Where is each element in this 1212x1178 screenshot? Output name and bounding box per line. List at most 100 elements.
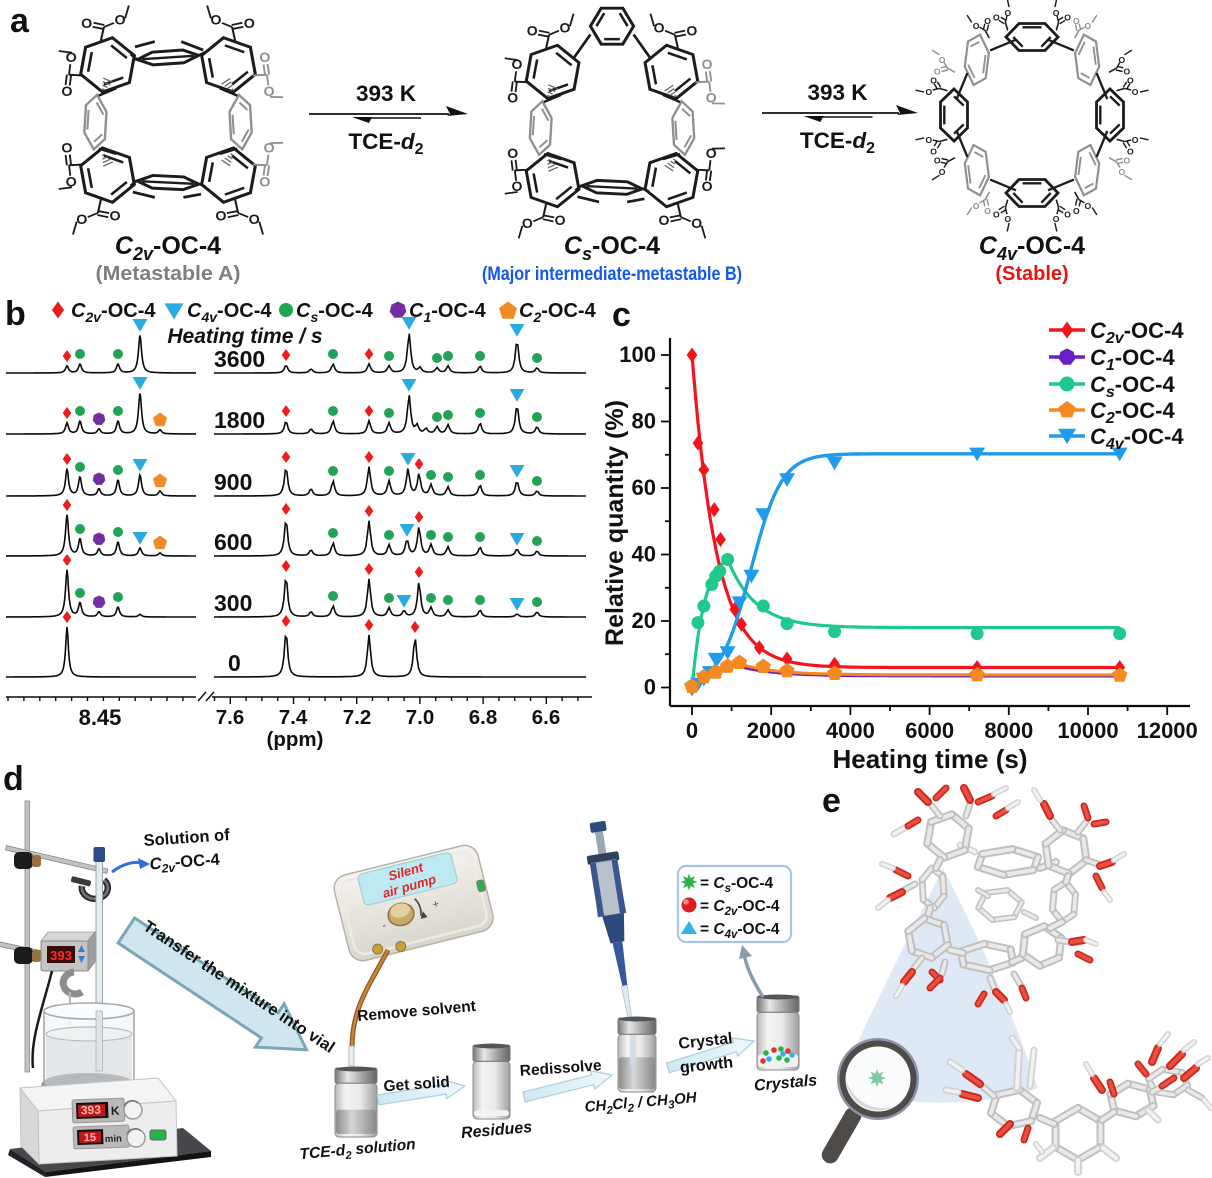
- svg-text:O: O: [706, 146, 717, 161]
- svg-text:O: O: [926, 135, 933, 145]
- svg-text:O: O: [507, 146, 518, 161]
- svg-text:O: O: [973, 201, 980, 211]
- svg-text:6.8: 6.8: [469, 706, 498, 729]
- svg-text:O: O: [654, 21, 665, 36]
- svg-text:O: O: [993, 209, 1000, 219]
- svg-text:6000: 6000: [905, 718, 954, 743]
- svg-text:O: O: [1127, 147, 1134, 157]
- svg-text:O: O: [61, 83, 72, 99]
- svg-text:O: O: [61, 140, 72, 156]
- svg-text:0: 0: [686, 718, 698, 743]
- svg-text:O: O: [926, 87, 933, 97]
- svg-text:C4v-OC-4: C4v-OC-4: [979, 232, 1085, 264]
- svg-text:O: O: [939, 167, 946, 177]
- svg-text:C2-OC-4: C2-OC-4: [519, 300, 597, 325]
- svg-text:O: O: [973, 21, 980, 31]
- svg-text:= Cs-OC-4: = Cs-OC-4: [700, 875, 774, 895]
- svg-text:Residues: Residues: [460, 1119, 532, 1142]
- svg-text:+: +: [431, 898, 440, 911]
- svg-text:6.6: 6.6: [532, 706, 561, 729]
- svg-text:O: O: [1132, 135, 1139, 145]
- svg-text:7.4: 7.4: [279, 706, 308, 729]
- svg-text:O: O: [1053, 214, 1060, 224]
- svg-text:C2v-OC-4: C2v-OC-4: [71, 300, 156, 325]
- svg-text:O: O: [1064, 209, 1071, 219]
- svg-text:7.6: 7.6: [216, 706, 245, 729]
- svg-text:900: 900: [214, 469, 252, 495]
- svg-text:Crystal: Crystal: [678, 1030, 734, 1053]
- svg-text:O: O: [249, 211, 260, 227]
- svg-text:C2v-OC-4: C2v-OC-4: [1090, 318, 1184, 347]
- svg-text:O: O: [555, 213, 566, 228]
- svg-text:O: O: [1123, 155, 1130, 165]
- svg-text:8.45: 8.45: [79, 705, 122, 730]
- svg-text:O: O: [215, 208, 226, 224]
- svg-text:C4v-OC-4: C4v-OC-4: [1090, 424, 1184, 453]
- svg-text:O: O: [259, 174, 270, 190]
- svg-text:Relative quantity (%): Relative quantity (%): [601, 400, 629, 646]
- svg-text:O: O: [114, 12, 125, 28]
- svg-text:Cs-OC-4: Cs-OC-4: [564, 232, 660, 264]
- svg-text:C4v-OC-4: C4v-OC-4: [187, 300, 272, 325]
- svg-text:O: O: [512, 179, 523, 194]
- svg-text:393 K: 393 K: [356, 81, 417, 106]
- svg-text:Redissolve: Redissolve: [519, 1057, 602, 1080]
- svg-text:O: O: [264, 83, 275, 99]
- svg-text:600: 600: [214, 529, 252, 555]
- svg-text:O: O: [930, 147, 937, 157]
- svg-text:growth: growth: [679, 1054, 734, 1076]
- svg-text:TCE-d2: TCE-d2: [800, 128, 875, 157]
- svg-text:-: -: [381, 920, 388, 933]
- svg-text:100: 100: [619, 342, 656, 367]
- svg-text:15: 15: [84, 1132, 97, 1144]
- svg-text:O: O: [1073, 16, 1080, 26]
- svg-text:80: 80: [632, 409, 656, 434]
- svg-text:O: O: [66, 49, 77, 65]
- svg-text:C2v-OC-4: C2v-OC-4: [149, 851, 221, 877]
- svg-text:393: 393: [81, 1103, 102, 1118]
- svg-text:c: c: [612, 296, 631, 334]
- svg-text:O: O: [1085, 201, 1092, 211]
- svg-text:Get solid: Get solid: [383, 1074, 450, 1096]
- svg-text:300: 300: [214, 590, 252, 616]
- svg-text:(Major intermediate-metastable: (Major intermediate-metastable B): [482, 263, 742, 285]
- svg-text:O: O: [1005, 214, 1012, 224]
- svg-text:O: O: [1073, 206, 1080, 216]
- svg-text:C1-OC-4: C1-OC-4: [409, 300, 487, 325]
- svg-text:O: O: [993, 13, 1000, 23]
- svg-text:O: O: [984, 16, 991, 26]
- svg-text:O: O: [1005, 8, 1012, 18]
- svg-text:8000: 8000: [984, 718, 1033, 743]
- svg-text:min: min: [105, 1133, 122, 1145]
- svg-text:C2-OC-4: C2-OC-4: [1090, 398, 1175, 427]
- svg-text:Crystals: Crystals: [753, 1072, 817, 1094]
- svg-text:O: O: [706, 91, 717, 106]
- svg-text:O: O: [512, 57, 523, 72]
- svg-text:10000: 10000: [1057, 718, 1118, 743]
- svg-text:O: O: [264, 140, 275, 156]
- svg-text:e: e: [822, 782, 841, 820]
- svg-text:O: O: [934, 155, 941, 165]
- svg-text:O: O: [939, 55, 946, 65]
- svg-text:TCE-d2: TCE-d2: [348, 129, 423, 158]
- svg-text:O: O: [522, 216, 533, 231]
- svg-text:Heating time / s: Heating time / s: [167, 325, 322, 348]
- svg-text:O: O: [702, 57, 713, 72]
- svg-text:(Metastable A): (Metastable A): [96, 263, 241, 285]
- svg-text:(Stable): (Stable): [995, 263, 1068, 285]
- svg-text:7.2: 7.2: [343, 706, 372, 729]
- svg-text:60: 60: [632, 475, 656, 500]
- svg-text:b: b: [5, 295, 26, 333]
- svg-text:O: O: [1132, 87, 1139, 97]
- svg-text:O: O: [244, 15, 255, 31]
- svg-text:O: O: [1053, 8, 1060, 18]
- svg-text:O: O: [66, 174, 77, 190]
- svg-text:O: O: [210, 12, 221, 28]
- svg-text:0: 0: [644, 675, 656, 700]
- svg-text:12000: 12000: [1137, 718, 1198, 743]
- svg-text:O: O: [934, 67, 941, 77]
- svg-text:O: O: [1123, 67, 1130, 77]
- svg-text:O: O: [110, 208, 121, 224]
- svg-text:d: d: [3, 760, 24, 798]
- svg-text:K: K: [111, 1104, 120, 1118]
